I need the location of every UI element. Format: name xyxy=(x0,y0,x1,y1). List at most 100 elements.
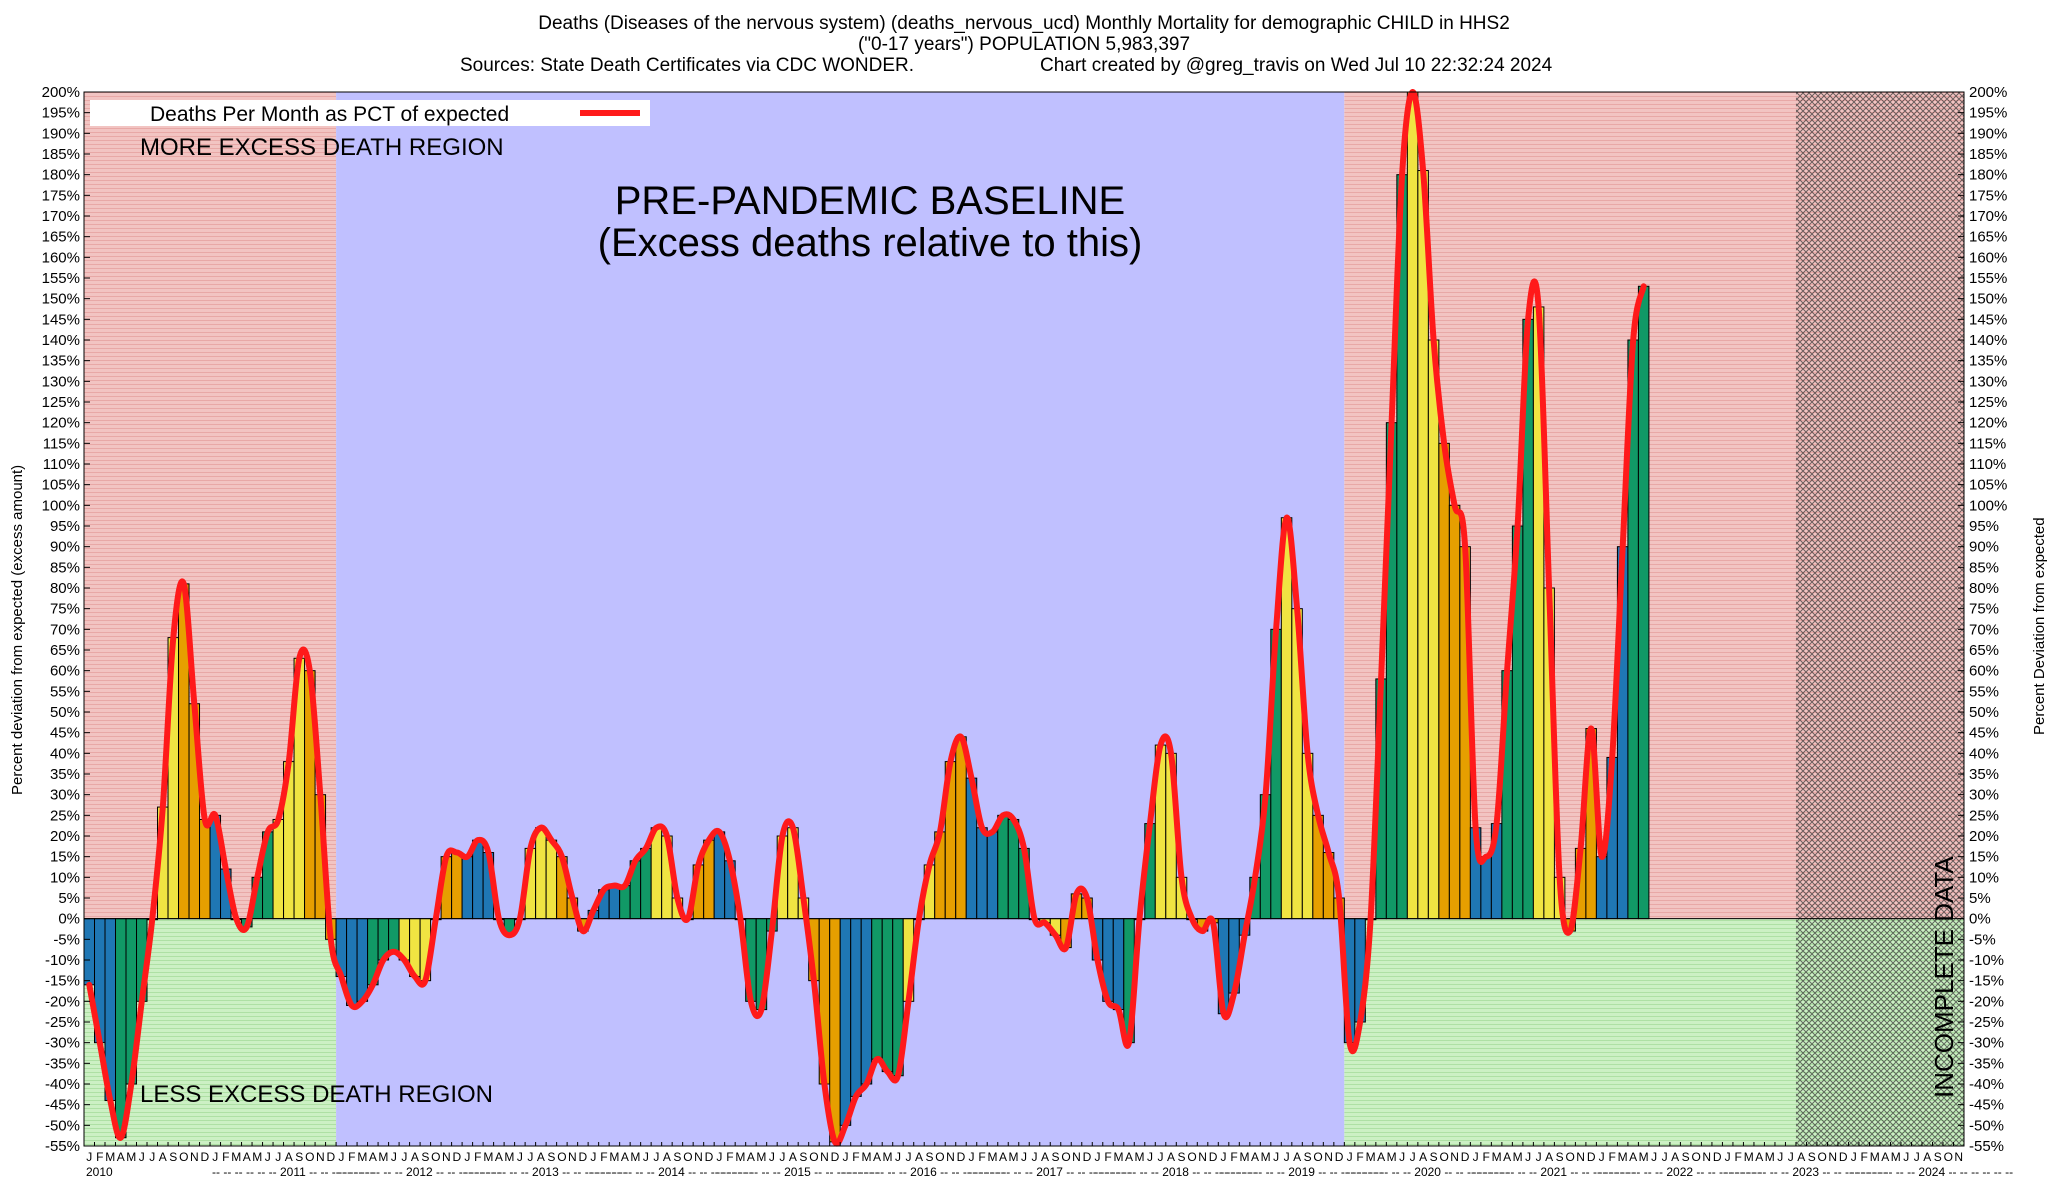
month-label: M xyxy=(1114,1150,1124,1164)
month-label: N xyxy=(1072,1150,1081,1164)
month-label: D xyxy=(1713,1150,1722,1164)
month-label: S xyxy=(1682,1150,1690,1164)
month-label: A xyxy=(243,1150,251,1164)
month-label: D xyxy=(1083,1150,1092,1164)
year-label: -- -- -- -- -- -- 2012 -- -- -- -- -- -- xyxy=(338,1165,501,1179)
month-label: J xyxy=(1410,1150,1416,1164)
axes-group: -55% -55% -50% -50% -45% -45% -40% -40% -35% -35%… xyxy=(42,84,2013,1179)
month-label: A xyxy=(621,1150,629,1164)
bar xyxy=(115,918,127,1139)
y-tick-label-right: 95% xyxy=(1969,518,1999,535)
legend-label: Deaths Per Month as PCT of expected xyxy=(150,103,509,126)
month-label: N xyxy=(1954,1150,1963,1164)
month-label: O xyxy=(431,1150,440,1164)
y-tick-label-right: -35% xyxy=(1969,1055,2004,1072)
y-tick-label-right: 115% xyxy=(1969,435,2006,452)
month-label: A xyxy=(1419,1150,1427,1164)
month-label: J xyxy=(1021,1150,1027,1164)
year-label: -- -- -- -- -- -- 2021 -- -- -- -- -- -- xyxy=(1472,1165,1635,1179)
y-tick-label-right: 190% xyxy=(1969,125,2007,142)
bar xyxy=(461,856,474,920)
y-tick-label-left: -25% xyxy=(45,1014,80,1031)
y-tick-label-right: 25% xyxy=(1969,807,1999,824)
bar xyxy=(650,827,663,920)
month-label: O xyxy=(557,1150,566,1164)
month-label: S xyxy=(1304,1150,1312,1164)
y-tick-label-right: 120% xyxy=(1969,415,2007,432)
month-label: F xyxy=(1482,1150,1489,1164)
y-tick-label-left: 45% xyxy=(50,725,80,742)
y-tick-label-left: -35% xyxy=(45,1055,80,1072)
y-tick-label-right: -10% xyxy=(1969,952,2004,969)
bar xyxy=(451,852,463,920)
month-label: J xyxy=(1725,1150,1731,1164)
month-label: D xyxy=(1209,1150,1218,1164)
month-label: A xyxy=(1041,1150,1049,1164)
month-label: J xyxy=(1347,1150,1353,1164)
month-label: M xyxy=(483,1150,493,1164)
month-label: J xyxy=(391,1150,397,1164)
y-tick-label-right: 195% xyxy=(1969,105,2007,122)
y-tick-label-left: -45% xyxy=(45,1097,80,1114)
y-tick-label-right: -45% xyxy=(1969,1097,2004,1114)
month-label: J xyxy=(1525,1150,1531,1164)
month-label: J xyxy=(1284,1150,1290,1164)
month-label: M xyxy=(378,1150,388,1164)
y-tick-label-left: -10% xyxy=(45,952,80,969)
y-tick-label-right: 15% xyxy=(1969,849,1999,866)
year-label: -- -- -- -- -- -- 2022 -- -- -- -- -- -- xyxy=(1598,1165,1761,1179)
y-tick-label-right: -50% xyxy=(1969,1117,2004,1134)
month-label: D xyxy=(1335,1150,1344,1164)
month-label: F xyxy=(1608,1150,1615,1164)
month-label: F xyxy=(978,1150,985,1164)
y-tick-label-right: 60% xyxy=(1969,663,1999,680)
y-tick-label-left: 40% xyxy=(50,745,80,762)
month-label: M xyxy=(1261,1150,1271,1164)
month-label: O xyxy=(1818,1150,1827,1164)
bar xyxy=(839,918,852,1126)
month-label: A xyxy=(537,1150,545,1164)
y-tick-label-left: 180% xyxy=(42,167,80,184)
month-label: A xyxy=(1293,1150,1301,1164)
month-label: M xyxy=(1618,1150,1628,1164)
month-label: N xyxy=(694,1150,703,1164)
bar xyxy=(1417,170,1429,920)
y-tick-label-left: 55% xyxy=(50,683,80,700)
bar xyxy=(997,814,1009,920)
y-tick-label-right: 85% xyxy=(1969,559,1999,576)
month-label: J xyxy=(1599,1150,1605,1164)
y-tick-label-right: 175% xyxy=(1969,187,2007,204)
month-label: J xyxy=(275,1150,281,1164)
month-label: J xyxy=(643,1150,649,1164)
year-label: -- -- -- -- -- -- 2024 -- -- -- -- -- -- xyxy=(1850,1165,2013,1179)
bar xyxy=(955,736,967,920)
y-tick-label-left: -5% xyxy=(53,931,80,948)
month-label: O xyxy=(179,1150,188,1164)
month-label: S xyxy=(295,1150,303,1164)
y-axis-label-left: Percent deviation from expected (excess … xyxy=(9,465,26,795)
bar xyxy=(1406,91,1419,920)
y-tick-label-left: 0% xyxy=(58,911,80,928)
month-label: J xyxy=(1147,1150,1153,1164)
month-label: J xyxy=(895,1150,901,1164)
y-tick-label-right: 5% xyxy=(1969,890,1991,907)
month-label: M xyxy=(1492,1150,1502,1164)
incomplete-data-label: INCOMPLETE DATA xyxy=(1929,856,1959,1098)
y-tick-label-left: 185% xyxy=(42,146,80,163)
y-tick-label-right: 180% xyxy=(1969,167,2007,184)
y-tick-label-left: -30% xyxy=(45,1035,80,1052)
bar xyxy=(388,918,400,953)
month-label: M xyxy=(1513,1150,1523,1164)
month-label: N xyxy=(442,1150,451,1164)
month-label: M xyxy=(1870,1150,1880,1164)
month-label: J xyxy=(968,1150,974,1164)
y-tick-label-left: 20% xyxy=(50,828,80,845)
y-tick-label-left: 15% xyxy=(50,849,80,866)
month-label: M xyxy=(1008,1150,1018,1164)
month-label: M xyxy=(1366,1150,1376,1164)
month-label: D xyxy=(200,1150,209,1164)
year-label: -- -- -- -- -- -- 2020 -- -- -- -- -- -- xyxy=(1346,1165,1509,1179)
y-tick-label-left: 5% xyxy=(58,890,80,907)
month-label: J xyxy=(653,1150,659,1164)
bar xyxy=(619,885,631,920)
